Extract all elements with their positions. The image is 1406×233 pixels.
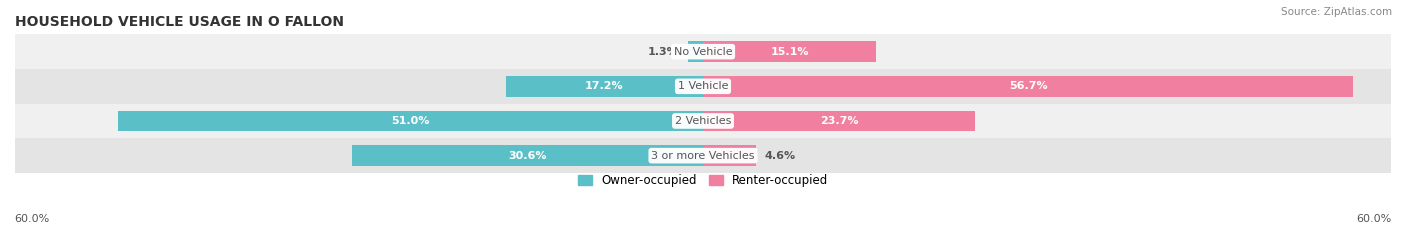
Bar	[15, 138, 1391, 173]
Text: 56.7%: 56.7%	[1008, 81, 1047, 91]
Bar	[15, 69, 1391, 104]
Text: 1 Vehicle: 1 Vehicle	[678, 81, 728, 91]
Text: 4.6%: 4.6%	[765, 151, 796, 161]
Text: HOUSEHOLD VEHICLE USAGE IN O FALLON: HOUSEHOLD VEHICLE USAGE IN O FALLON	[15, 15, 344, 29]
Text: 2 Vehicles: 2 Vehicles	[675, 116, 731, 126]
Text: Source: ZipAtlas.com: Source: ZipAtlas.com	[1281, 7, 1392, 17]
Bar	[352, 145, 703, 166]
Text: 3 or more Vehicles: 3 or more Vehicles	[651, 151, 755, 161]
Bar	[703, 41, 876, 62]
Text: 60.0%: 60.0%	[1357, 214, 1392, 224]
Text: 51.0%: 51.0%	[391, 116, 430, 126]
Bar	[688, 41, 703, 62]
Bar	[15, 34, 1391, 69]
Text: 1.3%: 1.3%	[648, 47, 679, 57]
Text: 23.7%: 23.7%	[820, 116, 858, 126]
Text: 60.0%: 60.0%	[14, 214, 49, 224]
Text: 15.1%: 15.1%	[770, 47, 808, 57]
Legend: Owner-occupied, Renter-occupied: Owner-occupied, Renter-occupied	[572, 170, 834, 192]
Bar	[703, 111, 974, 131]
Bar	[703, 76, 1353, 97]
Text: 17.2%: 17.2%	[585, 81, 624, 91]
Text: 30.6%: 30.6%	[509, 151, 547, 161]
Bar	[506, 76, 703, 97]
Bar	[118, 111, 703, 131]
Bar	[15, 104, 1391, 138]
Bar	[703, 145, 756, 166]
Text: No Vehicle: No Vehicle	[673, 47, 733, 57]
